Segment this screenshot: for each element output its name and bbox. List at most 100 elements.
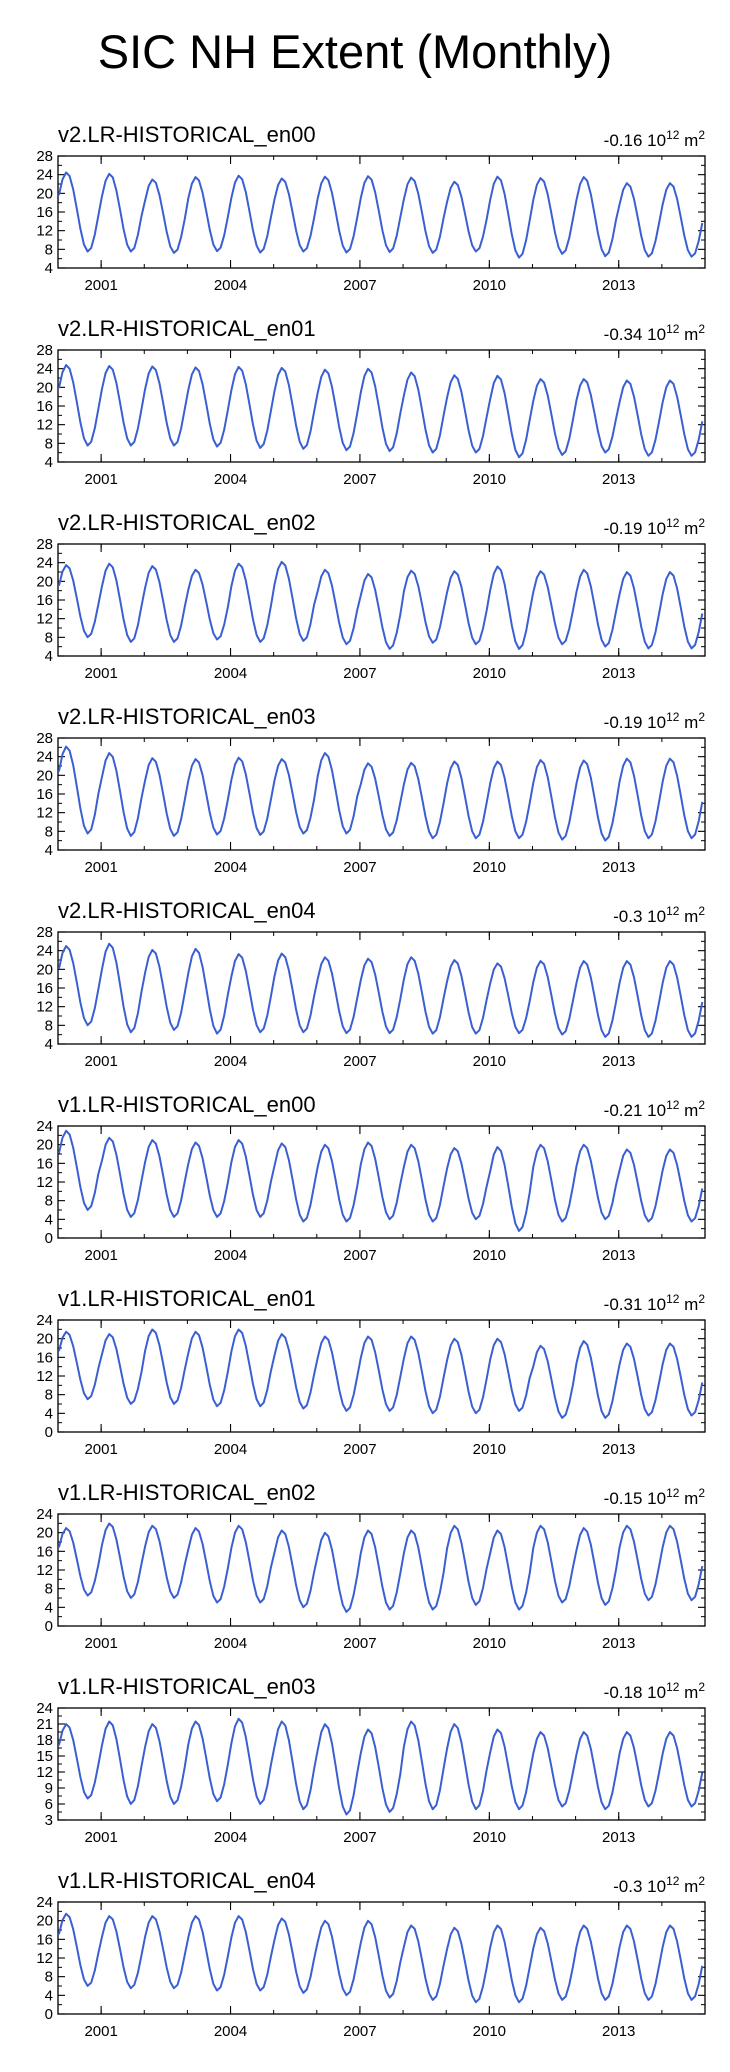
x-tick-label: 2001 <box>84 471 117 488</box>
y-tick-label: 4 <box>45 1405 53 1422</box>
trend-trend-base: 10 <box>647 1683 666 1702</box>
x-tick-label: 2013 <box>602 277 635 294</box>
x-tick-label: 2013 <box>602 1635 635 1652</box>
y-tick-label: 4 <box>45 1599 53 1616</box>
trend-annotation: -0.19 1012 m2 <box>604 710 706 732</box>
series-line <box>57 1717 704 1816</box>
trend-trend-exp: 12 <box>666 710 680 724</box>
x-tick-label: 2004 <box>214 471 247 488</box>
trend-trend-value: -0.3 <box>613 1877 647 1896</box>
x-tick-label: 2013 <box>602 859 635 876</box>
y-tick-label: 0 <box>45 2006 53 2023</box>
y-tick-label: 8 <box>45 241 53 258</box>
y-tick-label: 20 <box>36 1525 53 1542</box>
panel-2: v2.LR-HISTORICAL_en02 -0.19 1012 m2481216… <box>36 510 706 682</box>
x-tick-label: 2007 <box>343 1635 376 1652</box>
y-tick-label: 20 <box>36 1137 53 1154</box>
panel-9: v1.LR-HISTORICAL_en04 -0.3 1012 m20481216… <box>36 1868 706 2040</box>
trend-trend-base: 10 <box>647 325 666 344</box>
y-tick-label: 4 <box>45 1036 53 1053</box>
trend-trend-base: 10 <box>647 1101 666 1120</box>
y-tick-label: 4 <box>45 260 53 277</box>
x-tick-label: 2001 <box>84 277 117 294</box>
y-tick-label: 24 <box>36 1506 53 1523</box>
x-tick-label: 2004 <box>214 1247 247 1264</box>
plot-frame <box>57 1513 706 1627</box>
trend-trend-base: 10 <box>647 131 666 150</box>
y-tick-label: 4 <box>45 1211 53 1228</box>
trend-trend-unit: m <box>679 519 698 538</box>
x-tick-label: 2013 <box>602 1829 635 1846</box>
y-tick-label: 16 <box>36 980 53 997</box>
x-tick-label: 2007 <box>343 665 376 682</box>
panel-title: v1.LR-HISTORICAL_en03 <box>58 1674 316 1699</box>
x-tick-label: 2013 <box>602 2023 635 2040</box>
y-tick-label: 20 <box>36 1331 53 1348</box>
y-tick-label: 24 <box>36 555 53 572</box>
trend-trend-value: -0.19 <box>604 519 647 538</box>
trend-trend-exp: 12 <box>666 128 680 142</box>
y-tick-label: 21 <box>36 1716 53 1733</box>
plot-frame <box>57 1707 706 1821</box>
y-tick-label: 20 <box>36 1913 53 1930</box>
panel-7: v1.LR-HISTORICAL_en02 -0.15 1012 m2048121… <box>36 1480 706 1652</box>
trend-trend-unit-exp: 2 <box>698 322 705 336</box>
x-tick-label: 2004 <box>214 665 247 682</box>
trend-trend-base: 10 <box>647 713 666 732</box>
plot-frame <box>57 543 706 657</box>
y-tick-label: 20 <box>36 767 53 784</box>
y-tick-label: 8 <box>45 1017 53 1034</box>
y-tick-label: 24 <box>36 1312 53 1329</box>
plot-frame <box>57 349 706 463</box>
y-tick-label: 28 <box>36 924 53 941</box>
y-tick-label: 24 <box>36 361 53 378</box>
y-tick-label: 8 <box>45 435 53 452</box>
y-tick-label: 4 <box>45 454 53 471</box>
trend-trend-exp: 12 <box>666 1486 680 1500</box>
panel-8: v1.LR-HISTORICAL_en03 -0.18 1012 m2369121… <box>36 1674 706 1846</box>
y-tick-label: 24 <box>36 1700 53 1717</box>
x-tick-label: 2013 <box>602 1053 635 1070</box>
x-tick-label: 2013 <box>602 471 635 488</box>
trend-trend-unit-exp: 2 <box>698 1680 705 1694</box>
y-tick-label: 24 <box>36 943 53 960</box>
y-tick-label: 15 <box>36 1748 53 1765</box>
y-tick-label: 4 <box>45 648 53 665</box>
y-tick-label: 12 <box>36 223 53 240</box>
trend-annotation: -0.34 1012 m2 <box>604 322 706 344</box>
y-tick-label: 16 <box>36 786 53 803</box>
panel-0: v2.LR-HISTORICAL_en00 -0.16 1012 m2481216… <box>36 122 706 294</box>
panel-title: v2.LR-HISTORICAL_en03 <box>58 704 316 729</box>
trend-trend-unit-exp: 2 <box>698 1292 705 1306</box>
x-tick-label: 2004 <box>214 2023 247 2040</box>
x-tick-label: 2010 <box>473 1441 506 1458</box>
x-tick-label: 2010 <box>473 859 506 876</box>
x-tick-label: 2004 <box>214 277 247 294</box>
x-tick-label: 2007 <box>343 859 376 876</box>
x-tick-label: 2004 <box>214 859 247 876</box>
panel-5: v1.LR-HISTORICAL_en00 -0.21 1012 m2048121… <box>36 1092 706 1264</box>
trend-annotation: -0.21 1012 m2 <box>604 1098 706 1120</box>
series-line <box>57 560 704 650</box>
trend-trend-unit-exp: 2 <box>698 128 705 142</box>
trend-trend-unit: m <box>679 907 698 926</box>
trend-trend-unit: m <box>679 1683 698 1702</box>
y-tick-label: 18 <box>36 1732 53 1749</box>
y-tick-label: 12 <box>36 999 53 1016</box>
trend-trend-base: 10 <box>647 519 666 538</box>
y-tick-label: 4 <box>45 1987 53 2004</box>
x-tick-label: 2013 <box>602 1247 635 1264</box>
x-tick-label: 2007 <box>343 1829 376 1846</box>
trend-trend-value: -0.31 <box>604 1295 647 1314</box>
trend-trend-value: -0.21 <box>604 1101 647 1120</box>
x-tick-label: 2004 <box>214 1829 247 1846</box>
x-tick-label: 2007 <box>343 1053 376 1070</box>
figure-title: SIC NH Extent (Monthly) <box>98 25 613 78</box>
x-tick-label: 2007 <box>343 1247 376 1264</box>
y-tick-label: 28 <box>36 342 53 359</box>
x-tick-label: 2001 <box>84 1441 117 1458</box>
panel-title: v1.LR-HISTORICAL_en04 <box>58 1868 316 1893</box>
y-tick-label: 16 <box>36 204 53 221</box>
series-line <box>57 745 704 842</box>
